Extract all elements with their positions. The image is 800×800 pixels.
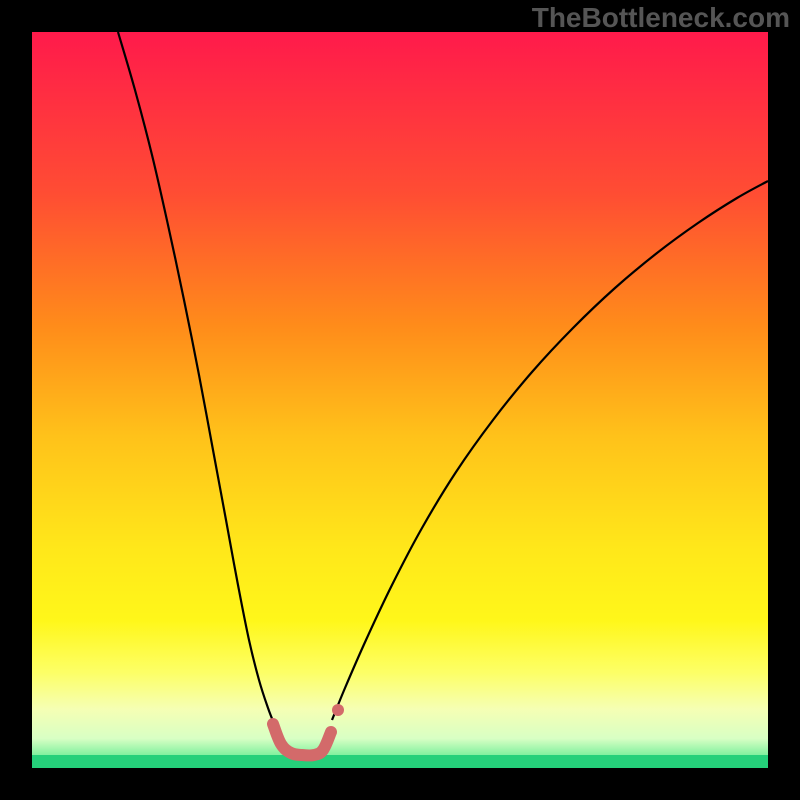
chart-svg <box>0 0 800 800</box>
chart-frame: TheBottleneck.com <box>0 0 800 800</box>
green-baseline-band <box>32 755 768 768</box>
valley-dot <box>332 704 344 716</box>
gradient-background <box>32 32 768 768</box>
plot-area <box>32 32 768 768</box>
watermark-text: TheBottleneck.com <box>532 2 790 34</box>
